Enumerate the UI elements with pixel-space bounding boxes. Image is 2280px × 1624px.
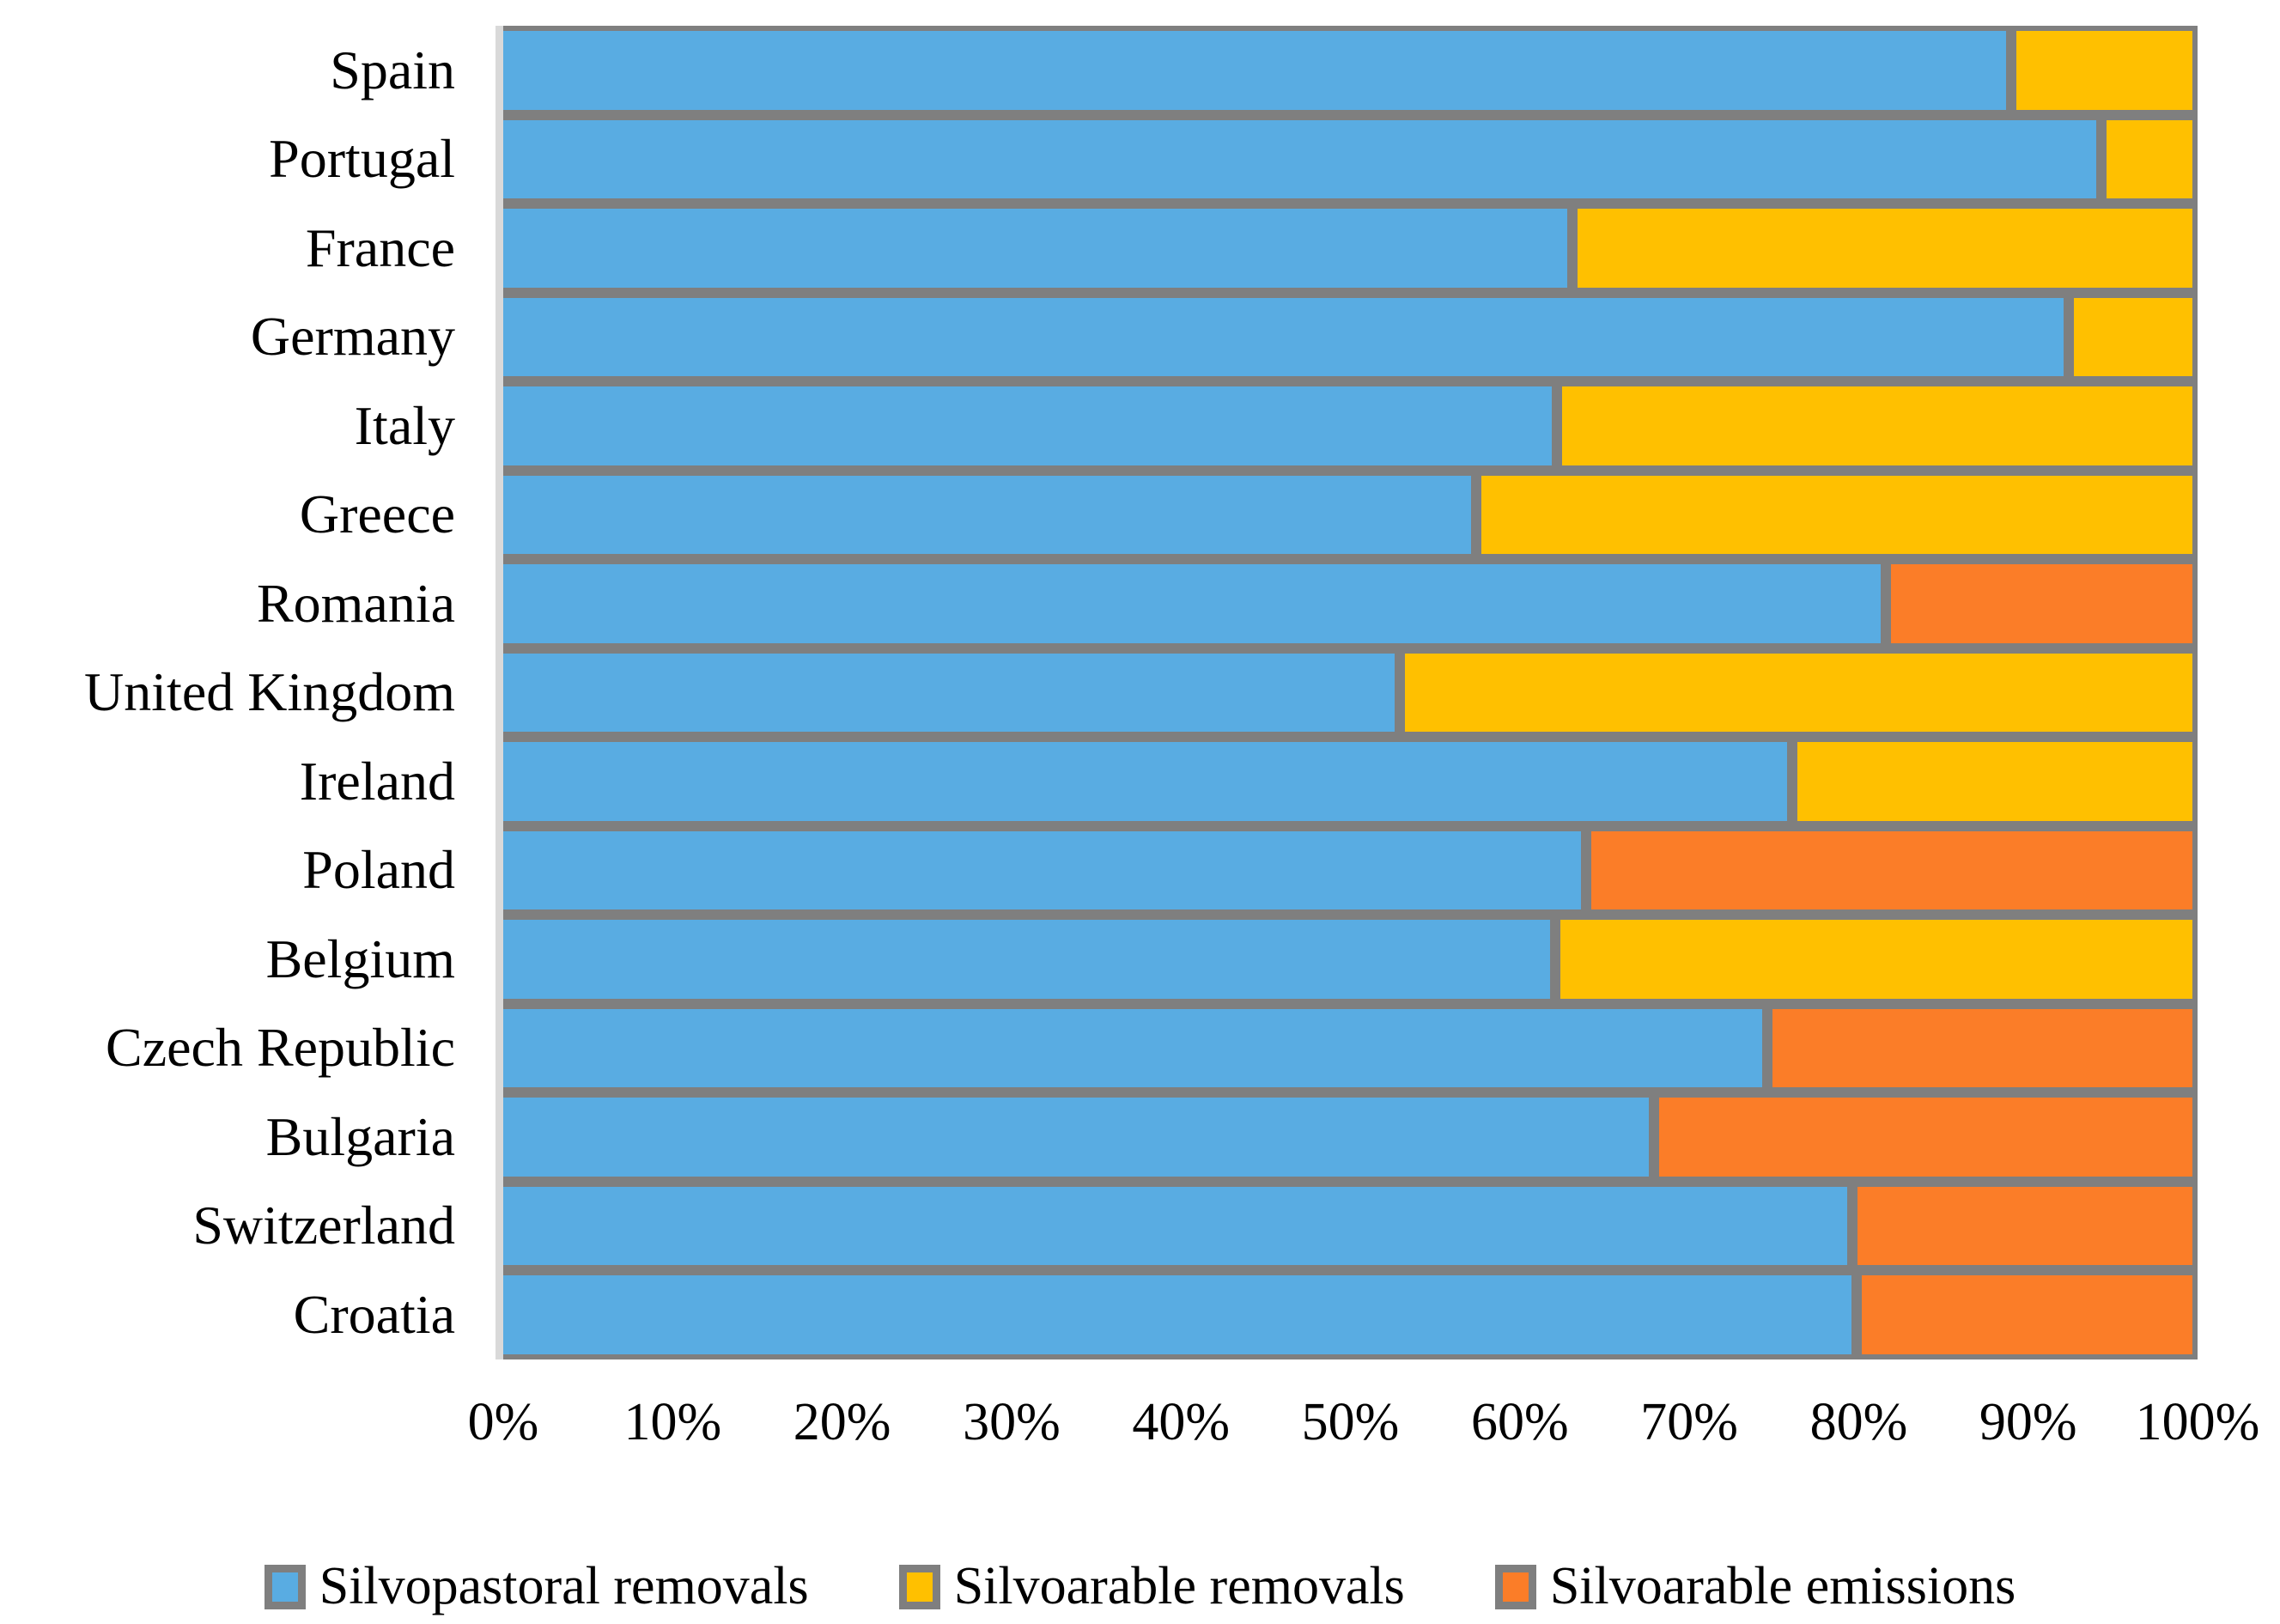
legend-item-silvopastoral-removals: Silvopastoral removals <box>264 1556 809 1617</box>
bar-segment-silvopastoral-removals <box>503 1092 1654 1182</box>
category-label-greece: Greece <box>299 484 455 545</box>
bar-segment-silvoarable-removals <box>1572 204 2198 293</box>
bar-row-portugal <box>503 114 2198 204</box>
legend-item-silvoarable-removals: Silvoarable removals <box>898 1556 1405 1617</box>
bar-segment-silvoarable-removals <box>1475 470 2198 559</box>
bar-row-france <box>503 204 2198 293</box>
category-label-portugal: Portugal <box>269 128 455 190</box>
bar-row-united-kingdom <box>503 648 2198 737</box>
bar-segment-silvopastoral-removals <box>503 292 2070 381</box>
bar-segment-silvoarable-removals <box>1399 648 2198 737</box>
category-axis-line <box>496 26 503 1359</box>
x-tick-label-10: 10% <box>623 1393 722 1451</box>
category-label-ireland: Ireland <box>299 750 455 812</box>
x-tick-label-40: 40% <box>1132 1393 1231 1451</box>
bar-row-italy <box>503 381 2198 471</box>
category-label-bulgaria: Bulgaria <box>265 1105 455 1167</box>
bar-row-poland <box>503 825 2198 915</box>
category-label-spain: Spain <box>330 39 455 100</box>
bar-segment-silvopastoral-removals <box>503 1181 1852 1270</box>
x-tick-label-0: 0% <box>467 1393 539 1451</box>
bar-segment-silvoarable-emissions <box>1885 559 2198 648</box>
category-label-poland: Poland <box>302 839 455 901</box>
category-label-germany: Germany <box>250 306 455 368</box>
category-label-belgium: Belgium <box>265 928 455 989</box>
bar-segment-silvopastoral-removals <box>503 204 1572 293</box>
bar-segment-silvopastoral-removals <box>503 114 2101 204</box>
legend: Silvopastoral removals Silvoarable remova… <box>0 1556 2280 1617</box>
category-label-romania: Romania <box>256 572 455 634</box>
x-tick-label-60: 60% <box>1470 1393 1569 1451</box>
category-label-czech-republic: Czech Republic <box>106 1017 455 1079</box>
bar-segment-silvoarable-emissions <box>1585 825 2198 915</box>
bar-segment-silvoarable-emissions <box>1653 1092 2198 1182</box>
bar-row-germany <box>503 292 2198 381</box>
x-tick-label-50: 50% <box>1301 1393 1400 1451</box>
bar-segment-silvoarable-emissions <box>1857 1270 2198 1359</box>
plot-area <box>503 26 2198 1359</box>
bar-segment-silvopastoral-removals <box>503 737 1793 826</box>
legend-label: Silvoarable removals <box>953 1557 1405 1615</box>
bar-row-ireland <box>503 737 2198 826</box>
legend-label: Silvoarable emissions <box>1549 1557 2016 1615</box>
category-label-france: France <box>305 216 455 278</box>
bar-segment-silvopastoral-removals <box>503 381 1558 471</box>
x-tick-label-100: 100% <box>2135 1393 2260 1451</box>
legend-swatch-icon <box>1494 1564 1536 1609</box>
bar-row-bulgaria <box>503 1092 2198 1182</box>
bar-row-croatia <box>503 1270 2198 1359</box>
bar-segment-silvopastoral-removals <box>503 1003 1767 1092</box>
bar-segment-silvoarable-removals <box>1555 915 2198 1004</box>
category-label-switzerland: Switzerland <box>192 1195 455 1256</box>
bar-row-greece <box>503 470 2198 559</box>
x-tick-label-90: 90% <box>1979 1393 2077 1451</box>
bar-segment-silvopastoral-removals <box>503 26 2011 115</box>
bar-row-belgium <box>503 915 2198 1004</box>
x-tick-label-20: 20% <box>793 1393 891 1451</box>
bar-row-switzerland <box>503 1181 2198 1270</box>
bar-segment-silvoarable-removals <box>2010 26 2198 115</box>
bar-segment-silvopastoral-removals <box>503 1270 1857 1359</box>
legend-item-silvoarable-emissions: Silvoarable emissions <box>1494 1556 2016 1617</box>
category-label-united-kingdom: United Kingdom <box>84 661 455 723</box>
bar-segment-silvopastoral-removals <box>503 648 1400 737</box>
category-label-croatia: Croatia <box>293 1283 455 1345</box>
category-axis-labels: Spain Portugal France Germany Italy Greece Rom… <box>0 26 455 1359</box>
bar-segment-silvopastoral-removals <box>503 470 1476 559</box>
x-tick-label-80: 80% <box>1809 1393 1908 1451</box>
bar-segment-silvoarable-removals <box>2069 292 2198 381</box>
value-axis: 0% 10% 20% 30% 40% 50% 60% 70% 80% 90% 100% <box>468 1381 2260 1463</box>
x-tick-label-30: 30% <box>963 1393 1061 1451</box>
category-label-italy: Italy <box>354 394 455 456</box>
legend-label: Silvopastoral removals <box>319 1557 809 1615</box>
bar-row-czech-republic <box>503 1003 2198 1092</box>
bar-segment-silvopastoral-removals <box>503 559 1886 648</box>
bar-segment-silvopastoral-removals <box>503 915 1556 1004</box>
legend-swatch-icon <box>264 1564 306 1609</box>
bar-row-spain <box>503 26 2198 115</box>
bar-row-romania <box>503 559 2198 648</box>
bar-segment-silvoarable-removals <box>1792 737 2198 826</box>
legend-swatch-icon <box>898 1564 940 1609</box>
bar-segment-silvopastoral-removals <box>503 825 1586 915</box>
bar-segment-silvoarable-removals <box>1557 381 2198 471</box>
x-tick-label-70: 70% <box>1640 1393 1738 1451</box>
bar-segment-silvoarable-emissions <box>1851 1181 2198 1270</box>
bar-segment-silvoarable-removals <box>2101 114 2198 204</box>
bar-segment-silvoarable-emissions <box>1766 1003 2198 1092</box>
